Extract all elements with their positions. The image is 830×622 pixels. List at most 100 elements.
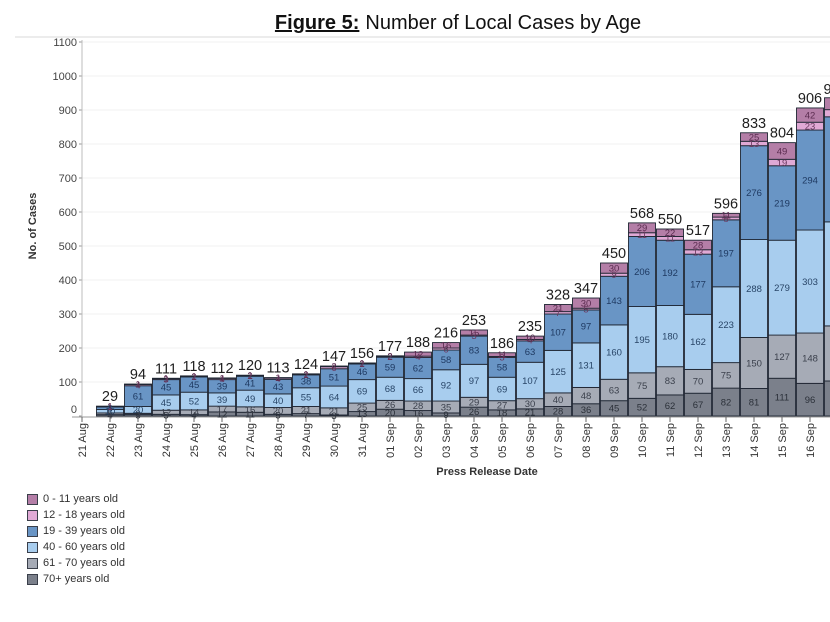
x-tick-label: 21 Aug [77,423,89,457]
segment-label-age-70-plus: 3 [331,411,336,422]
legend-swatch [27,509,38,521]
bar-total-label: 188 [406,335,430,351]
segment-label-age-0-11: 49 [777,146,788,157]
x-tick-label: 27 Aug [245,423,257,457]
bar-segment-age-70-plus [796,382,824,417]
segment-label-age-70-plus: 4 [191,411,196,422]
segment-label-age-12-18: 4 [527,335,532,346]
segment-label-age-19-39: 276 [746,188,762,199]
segment-label-age-12-18: 4 [415,352,420,363]
segment-label-age-40-60: 40 [273,396,284,407]
bar-total-label: 235 [518,319,542,335]
segment-label-age-70-plus: 82 [721,397,732,408]
y-tick-label: 800 [59,139,77,151]
y-axis-title: No. of Cases [27,193,39,260]
bar-total-label: 833 [742,116,766,132]
segment-label-age-40-60: 160 [606,347,622,358]
segment-label-age-61-70: 5 [107,409,112,420]
x-tick-label: 25 Aug [189,423,201,457]
bar-segment-age-61-70 [824,325,830,382]
segment-label-age-40-60: 52 [189,396,200,407]
segment-label-age-0-11: 29 [637,223,648,234]
segment-label-age-0-11: 28 [693,240,704,251]
segment-label-age-70-plus: 11 [245,409,255,420]
segment-label-age-70-plus: 26 [469,407,480,418]
segment-label-age-19-39: 83 [469,346,480,357]
segment-label-age-19-39: 294 [802,175,818,186]
bar-segment-age-0-11 [404,351,432,357]
y-tick-label: 700 [59,173,77,185]
bar-total-label: 347 [574,281,598,297]
segment-label-age-19-39: 197 [718,249,734,260]
segment-label-age-40-60: 45 [161,398,172,409]
bar-segment-age-0-11 [264,377,292,379]
segment-label-age-0-11: 1 [303,369,308,380]
segment-label-age-0-11: 12 [413,349,424,360]
x-tick-label: 31 Aug [357,423,369,457]
bar-segment-age-0-11 [572,297,600,309]
x-tick-label: 10 Sep [637,423,649,458]
bar-total-label: 253 [462,313,486,329]
bar-segment-age-70-plus [768,377,796,417]
bar-total-label: 112 [210,361,233,377]
bar-segment-age-0-11 [628,222,656,234]
bar-segment-age-0-11 [684,239,712,251]
segment-label-age-19-39: 38 [301,377,312,388]
bar-segment-age-0-11 [740,132,768,142]
segment-label-age-70-plus: 20 [385,408,396,419]
y-tick-label: 400 [59,275,77,287]
bar-segment-age-0-11 [488,352,516,357]
legend-label: 61 - 70 years old [43,557,125,569]
segment-label-age-0-11: 2 [331,362,336,373]
segment-label-age-70-plus: 16 [413,409,424,420]
bar-segment-age-0-11 [712,212,740,218]
legend-swatch [27,525,38,537]
legend-swatch [27,493,38,505]
y-tick-label: 1100 [53,37,77,49]
legend-swatch [27,541,38,553]
bar-segment-age-0-11 [600,262,628,274]
x-tick-label: 15 Sep [777,423,789,458]
segment-label-age-61-70: 28 [413,401,424,412]
bar-segment-age-0-11 [180,375,208,377]
segment-label-age-12-18: 1 [107,402,112,413]
bar-segment-age-40-60 [628,306,656,374]
segment-label-age-12-18: 4 [135,380,140,391]
segment-label-age-0-11: 16 [441,341,452,352]
x-axis-title: Press Release Date [436,466,538,478]
segment-label-age-70-plus: 111 [775,392,789,403]
legend-label: 0 - 11 years old [43,493,119,505]
bar-segment-age-70-plus [740,388,768,417]
segment-label-age-19-39: 43 [273,382,284,393]
bar-segment-age-0-11 [432,342,460,349]
segment-label-age-0-11: 25 [749,132,760,143]
segment-label-age-40-60: 68 [385,384,396,395]
segment-label-age-12-18: 4 [275,374,280,385]
bar-total-label: 906 [798,91,822,107]
bar-segment-age-19-39 [824,116,830,223]
segment-label-age-12-18: 13 [693,247,704,258]
segment-label-age-61-70: 35 [441,402,452,413]
segment-label-age-40-60: 66 [413,385,424,396]
x-tick-label: 07 Sep [553,423,565,458]
bar-segment-age-0-11 [292,373,320,375]
segment-label-age-19-39: 97 [581,322,592,333]
segment-label-age-0-11: 11 [497,350,507,361]
legend-item-age-70-plus: 70+ years old [27,571,125,587]
x-tick-label: 12 Sep [693,423,705,458]
bar-segment-age-40-60 [712,286,740,364]
legend-item-age-0-11: 0 - 11 years old [27,491,125,507]
x-tick-label: 29 Aug [301,423,313,457]
x-tick-label: 22 Aug [105,423,117,457]
legend: 0 - 11 years old 12 - 18 years old 19 - … [27,491,125,587]
bar-total-label: 111 [155,361,177,377]
x-tick-label: 23 Aug [133,423,145,457]
segment-label-age-61-70: 29 [469,398,480,409]
bar-segment-age-19-39 [572,309,600,344]
axes: 0 100 200 300 400 500 600 700 800 900 1000 1100 21 A… [53,37,830,458]
segment-label-age-70-plus: 18 [497,408,508,419]
segment-label-age-61-70: 48 [581,391,592,402]
bar-total-label: 118 [182,359,205,375]
legend-label: 70+ years old [43,573,110,585]
